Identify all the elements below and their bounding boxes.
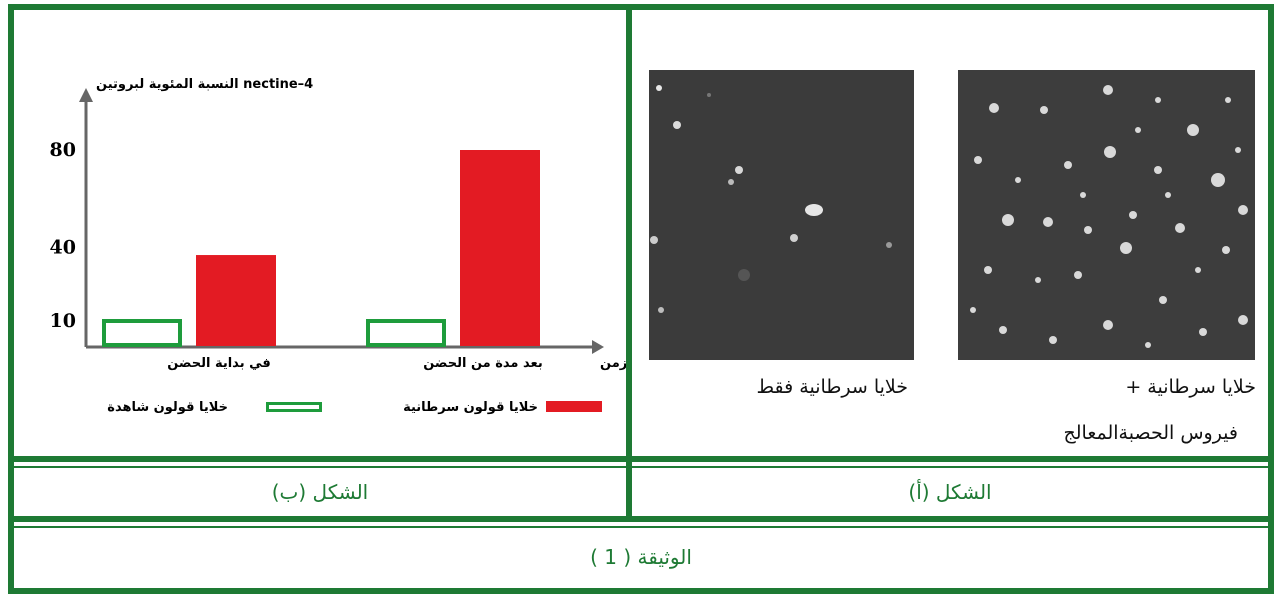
y-tick-label: 40 [50,237,76,259]
bar-chart: 10 40 80 النسبة المئوية لبروتين nectine–4 ال… [50,77,626,371]
bar-cancer [460,150,540,346]
row-divider-1-inner [14,466,1268,468]
x-category-label: بعد مدة من الحضن [423,356,543,371]
legend-label-control: خلايا قولون شاهدة [107,400,228,415]
legend-label-cancer: خلايا قولون سرطانية [403,400,538,415]
x-axis-label: الزمن [600,356,626,371]
bar-control [366,319,446,347]
micrograph-cancer-cells-with-virus [958,70,1255,360]
y-axis-arrow [79,88,93,102]
row-divider-1 [14,456,1268,462]
x-axis-arrow [592,340,604,354]
y-axis-label: النسبة المئوية لبروتين nectine–4 [96,77,313,92]
document-frame: 10 40 80 النسبة المئوية لبروتين nectine–4 ال… [8,4,1274,594]
bar-control [102,319,182,347]
bar-cancer [196,255,276,346]
column-divider [626,10,632,516]
document-title: الوثيقة ( 1 ) [590,545,692,569]
row-divider-2 [14,516,1268,522]
figure-b-caption: الشكل (ب) [271,480,369,504]
micrograph-cancer-cells-only [649,70,914,360]
x-category-label: في بداية الحضن [167,356,271,371]
y-tick-label: 80 [50,139,76,161]
right-photo-caption-line2: فيروس الحصبةالمعالج [1063,422,1239,444]
figure-a-caption: الشكل (أ) [908,480,992,504]
legend-swatch-cancer [546,401,602,412]
y-tick-label: 10 [50,310,76,332]
legend-swatch-control [266,402,322,412]
figure-a-panel: خلايا سرطانية فقط خلايا سرطانية + فيروس … [632,10,1268,456]
right-photo-caption-line1: خلايا سرطانية + [1125,376,1256,398]
row-divider-2-inner [14,526,1268,528]
figure-b-panel: 10 40 80 النسبة المئوية لبروتين nectine–4 ال… [14,10,626,456]
left-photo-caption: خلايا سرطانية فقط [756,376,909,398]
